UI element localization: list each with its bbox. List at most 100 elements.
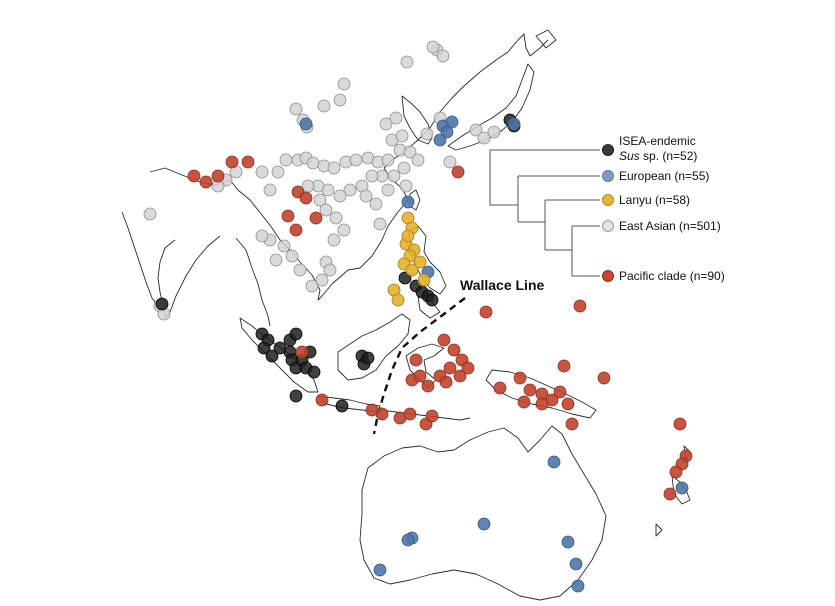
pacific-point bbox=[309, 211, 323, 225]
pacific-point bbox=[315, 393, 329, 407]
european-point bbox=[571, 579, 585, 593]
east-asian-point bbox=[337, 77, 351, 91]
legend: ISEA-endemic Sus sp. (n=52) European (n=… bbox=[489, 134, 725, 283]
pacific-point bbox=[225, 155, 239, 169]
east-asian-point bbox=[313, 193, 327, 207]
european-point bbox=[440, 125, 454, 139]
european-point bbox=[445, 115, 459, 129]
pacific-point bbox=[447, 343, 461, 357]
east-asian-point bbox=[369, 197, 383, 211]
pacific-point bbox=[299, 191, 313, 205]
east-asian-point bbox=[477, 131, 491, 145]
pacific-point bbox=[461, 361, 475, 375]
india-coast bbox=[121, 211, 165, 307]
pacific-point bbox=[375, 407, 389, 421]
pacific-point bbox=[561, 397, 575, 411]
east-asian-point bbox=[381, 183, 395, 197]
east-asian-point bbox=[277, 239, 291, 253]
pacific-point bbox=[281, 209, 295, 223]
legend-label-european: European (n=55) bbox=[619, 169, 709, 183]
pacific-point bbox=[517, 395, 531, 409]
east-asian-point bbox=[289, 102, 303, 116]
legend-label-pacific: Pacific clade (n=90) bbox=[619, 269, 725, 283]
east-asian-point bbox=[403, 145, 417, 159]
east-asian-point bbox=[306, 156, 320, 170]
legend-swatch-isea bbox=[602, 144, 614, 156]
isea-point bbox=[361, 351, 375, 365]
lanyu-point bbox=[401, 229, 415, 243]
east-asian-point bbox=[255, 229, 269, 243]
east-asian-point bbox=[333, 189, 347, 203]
pacific-point bbox=[451, 165, 465, 179]
east-asian-point bbox=[271, 165, 285, 179]
borneo-coast bbox=[337, 313, 411, 381]
east-asian-point bbox=[143, 207, 157, 221]
pacific-point bbox=[669, 465, 683, 479]
isea-point bbox=[265, 349, 279, 363]
east-asian-point bbox=[263, 183, 277, 197]
east-asian-point bbox=[426, 40, 440, 54]
east-asian-point bbox=[389, 111, 403, 125]
east-asian-point bbox=[365, 169, 379, 183]
legend-label-isea-line1: ISEA-endemic bbox=[619, 134, 696, 148]
korea-coast bbox=[401, 95, 433, 145]
east-asian-point bbox=[397, 161, 411, 175]
east-asian-point bbox=[400, 55, 414, 69]
pacific-point bbox=[421, 379, 435, 393]
lanyu-point bbox=[391, 293, 405, 307]
european-point bbox=[433, 133, 447, 147]
european-point bbox=[373, 563, 387, 577]
wallace-line-label: Wallace Line bbox=[460, 277, 545, 293]
east-asian-point bbox=[305, 279, 319, 293]
legend-label-isea-line2: Sus sp. (n=52) bbox=[619, 149, 697, 163]
pacific-point bbox=[513, 371, 527, 385]
pacific-point bbox=[557, 359, 571, 373]
pacific-point bbox=[565, 417, 579, 431]
east-asian-point bbox=[327, 161, 341, 175]
australia-coast bbox=[359, 425, 607, 601]
pacific-point bbox=[493, 381, 507, 395]
lanyu-point bbox=[417, 273, 431, 287]
legend-swatch-lanyu bbox=[602, 194, 614, 206]
pacific-point bbox=[535, 397, 549, 411]
pacific-point bbox=[409, 353, 423, 367]
east-asian-point bbox=[343, 183, 357, 197]
legend-label-isea-rest: sp. (n=52) bbox=[640, 149, 698, 163]
pacific-point bbox=[673, 417, 687, 431]
isea-point bbox=[398, 271, 412, 285]
east-asian-point bbox=[285, 249, 299, 263]
pacific-point bbox=[453, 369, 467, 383]
east-asian-point bbox=[487, 125, 501, 139]
legend-swatch-east-asian bbox=[602, 220, 614, 232]
pacific-point bbox=[187, 169, 201, 183]
lanyu-point bbox=[413, 255, 427, 269]
european-point bbox=[561, 535, 575, 549]
european-point bbox=[401, 533, 415, 547]
pacific-point bbox=[289, 223, 303, 237]
east-asian-point bbox=[420, 127, 434, 141]
legend-label-isea-italic: Sus bbox=[619, 149, 640, 163]
pacific-point bbox=[573, 299, 587, 313]
east-asian-point bbox=[349, 153, 363, 167]
east-asian-point bbox=[359, 189, 373, 203]
pacific-point bbox=[413, 369, 427, 383]
isea-point bbox=[425, 293, 439, 307]
east-asian-point bbox=[333, 93, 347, 107]
isea-point bbox=[155, 297, 169, 311]
east-asian-point bbox=[329, 211, 343, 225]
east-asian-point bbox=[293, 263, 307, 277]
east-asian-point bbox=[373, 217, 387, 231]
legend-swatch-european bbox=[602, 170, 614, 182]
sample-points bbox=[143, 40, 693, 593]
legend-label-east-asian: East Asian (n=501) bbox=[619, 219, 721, 233]
pacific-point bbox=[241, 155, 255, 169]
east-asian-point bbox=[443, 155, 457, 169]
east-asian-point bbox=[327, 233, 341, 247]
legend-label-lanyu: Lanyu (n=58) bbox=[619, 193, 690, 207]
east-asian-point bbox=[269, 253, 283, 267]
east-asian-point bbox=[379, 117, 393, 131]
pacific-point bbox=[199, 175, 213, 189]
pacific-point bbox=[523, 383, 537, 397]
pacific-point bbox=[597, 371, 611, 385]
